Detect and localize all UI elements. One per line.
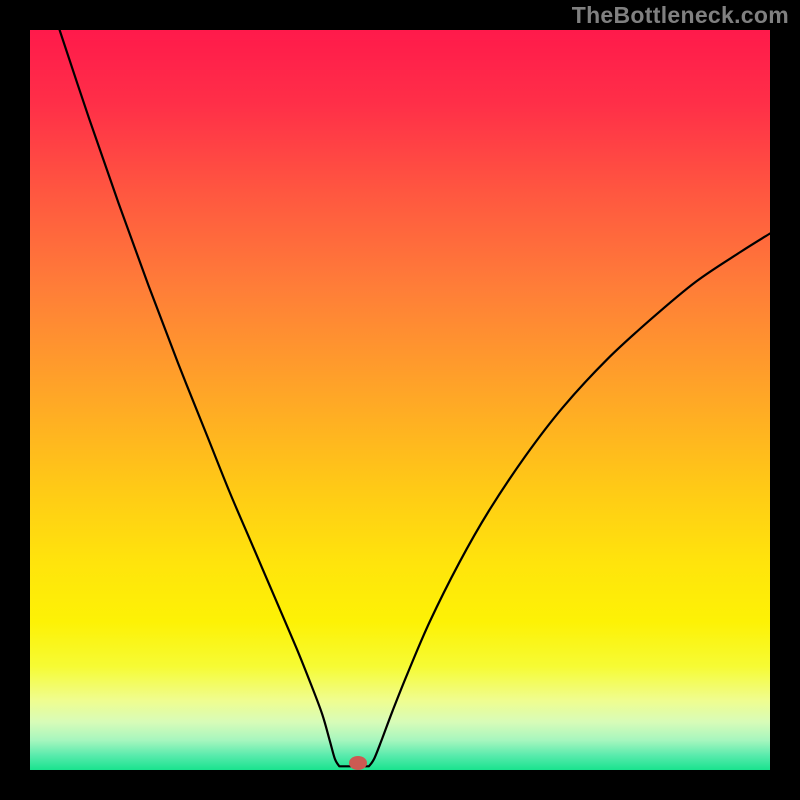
bottleneck-curve bbox=[30, 30, 770, 770]
optimum-marker bbox=[349, 756, 367, 770]
watermark-text: TheBottleneck.com bbox=[572, 2, 789, 29]
chart-frame: TheBottleneck.com bbox=[0, 0, 800, 800]
curve-path bbox=[60, 30, 770, 766]
plot-area bbox=[30, 30, 770, 770]
